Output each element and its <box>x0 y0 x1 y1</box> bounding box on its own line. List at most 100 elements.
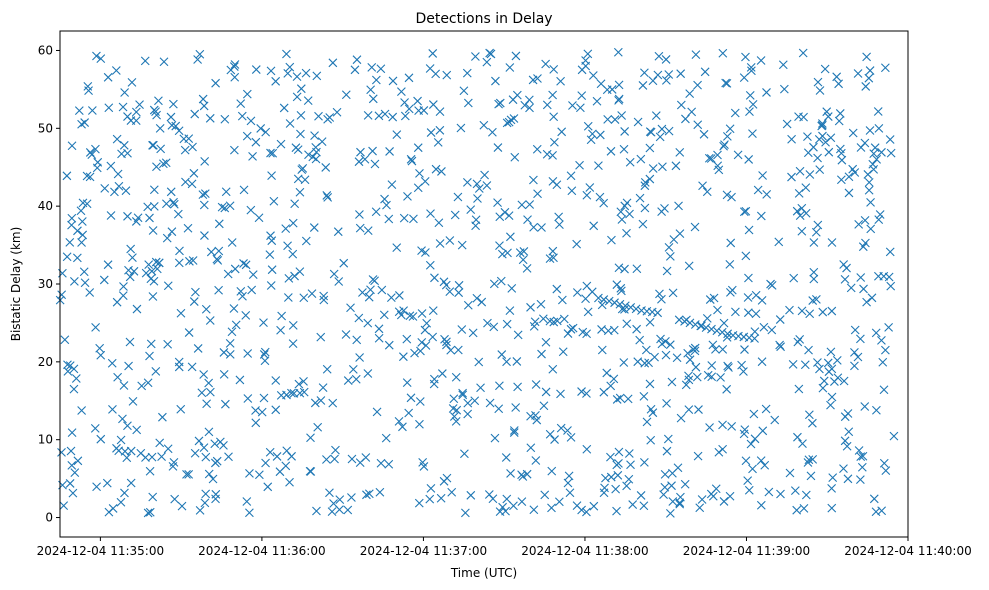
data-point <box>824 367 834 377</box>
data-point <box>861 238 870 248</box>
data-point <box>639 391 649 401</box>
data-point <box>463 300 473 310</box>
data-point <box>850 361 859 371</box>
data-point <box>675 147 685 157</box>
data-point <box>442 340 451 350</box>
data-point <box>408 312 418 321</box>
data-point <box>376 458 386 468</box>
data-point <box>651 111 661 121</box>
data-point <box>727 421 737 431</box>
data-point <box>189 168 199 178</box>
data-point <box>762 88 771 97</box>
data-point <box>495 507 505 517</box>
data-point <box>303 96 313 106</box>
data-point <box>646 127 656 137</box>
data-point <box>161 158 171 168</box>
data-point <box>705 295 715 304</box>
data-point <box>282 49 291 59</box>
data-point <box>722 79 732 88</box>
data-point <box>583 307 593 317</box>
data-point <box>341 90 351 100</box>
data-point <box>225 349 235 359</box>
data-point <box>705 423 714 432</box>
data-point <box>310 131 319 140</box>
data-point <box>594 161 603 171</box>
x-tick-label: 2024-12-04 11:37:00 <box>360 544 487 558</box>
data-point <box>404 73 414 83</box>
data-point <box>744 273 753 283</box>
data-point <box>493 198 502 208</box>
data-point <box>166 187 176 197</box>
data-point <box>588 129 597 139</box>
data-point <box>545 429 555 439</box>
data-point <box>245 508 254 518</box>
data-point <box>436 493 446 503</box>
data-point <box>787 134 796 144</box>
data-point <box>211 494 220 504</box>
data-point <box>529 175 538 185</box>
data-point <box>711 344 720 354</box>
data-point <box>695 503 705 513</box>
data-point <box>536 299 546 309</box>
data-point <box>620 127 630 136</box>
data-point <box>654 51 664 61</box>
data-point <box>131 116 141 125</box>
data-point <box>577 65 587 75</box>
data-point <box>640 358 650 368</box>
data-point <box>476 383 485 393</box>
data-point <box>154 258 164 268</box>
data-point <box>745 107 754 117</box>
data-point <box>743 476 753 486</box>
data-point <box>156 144 166 154</box>
data-point <box>279 103 289 113</box>
data-point <box>884 272 894 282</box>
data-point <box>128 253 137 263</box>
data-point <box>751 309 761 319</box>
data-point <box>741 456 751 466</box>
data-point <box>297 165 307 174</box>
data-point <box>482 181 492 190</box>
data-point <box>657 207 667 216</box>
data-point <box>699 129 709 139</box>
x-tick-label: 2024-12-04 11:35:00 <box>37 544 164 558</box>
data-point <box>792 206 802 216</box>
data-point <box>515 248 525 258</box>
data-point <box>430 273 439 283</box>
data-point <box>219 348 229 357</box>
data-point <box>718 345 728 354</box>
data-point <box>327 507 337 517</box>
data-point <box>526 302 535 312</box>
data-point <box>362 490 371 500</box>
data-point <box>404 408 414 418</box>
data-point <box>406 154 416 164</box>
y-tick-label: 40 <box>38 199 53 213</box>
data-point <box>606 452 615 462</box>
data-point <box>822 107 832 117</box>
data-point <box>792 505 802 515</box>
data-point <box>283 241 292 251</box>
data-point <box>713 150 722 160</box>
data-point <box>126 244 136 254</box>
data-point <box>713 161 723 171</box>
data-point <box>242 131 252 141</box>
data-point <box>691 50 701 60</box>
data-point <box>874 124 884 133</box>
data-point <box>622 228 631 238</box>
data-point <box>821 137 830 147</box>
data-point <box>145 507 155 517</box>
data-point <box>322 455 331 464</box>
data-point <box>288 320 298 330</box>
data-point <box>496 276 506 286</box>
data-point <box>875 210 885 219</box>
data-point <box>108 504 118 513</box>
data-point <box>158 159 168 169</box>
data-point <box>509 428 519 437</box>
data-point <box>257 407 267 417</box>
data-point <box>648 164 658 173</box>
data-point <box>190 448 200 458</box>
data-point <box>113 169 123 179</box>
data-point <box>583 49 593 59</box>
data-point <box>236 286 246 296</box>
data-point <box>96 54 106 63</box>
data-point <box>646 435 656 445</box>
